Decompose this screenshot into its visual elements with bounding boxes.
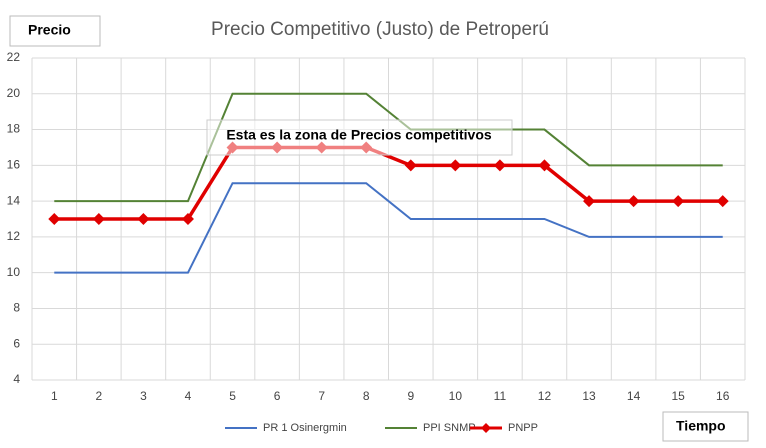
x-tick-label: 5 xyxy=(229,389,236,403)
marker xyxy=(449,159,462,172)
marker xyxy=(538,159,551,172)
marker xyxy=(92,213,105,225)
x-tick-label: 16 xyxy=(716,389,730,403)
marker xyxy=(181,213,194,225)
legend-label: PR 1 Osinergmin xyxy=(263,422,347,434)
y-tick-label: 16 xyxy=(7,158,21,172)
x-tick-label: 1 xyxy=(51,389,58,403)
y-tick-label: 10 xyxy=(7,265,21,279)
x-tick-label: 11 xyxy=(494,389,507,403)
y-tick-label: 12 xyxy=(7,229,21,243)
x-tick-label: 6 xyxy=(274,389,281,403)
x-axis-label: Tiempo xyxy=(676,418,726,434)
marker xyxy=(716,195,729,208)
y-tick-label: 18 xyxy=(7,122,21,136)
x-label-box xyxy=(662,411,749,442)
x-tick-label: 10 xyxy=(449,389,463,403)
legend-marker xyxy=(481,423,491,433)
marker xyxy=(627,195,640,208)
marker xyxy=(672,195,685,208)
x-tick-label: 4 xyxy=(185,389,192,403)
marker xyxy=(583,195,596,208)
y-axis-label: Precio xyxy=(28,22,71,38)
legend-label: PPI SNMP xyxy=(423,422,476,434)
x-tick-label: 9 xyxy=(407,389,414,403)
y-label-box xyxy=(9,15,101,47)
x-tick-label: 14 xyxy=(627,389,641,403)
x-tick-label: 2 xyxy=(96,389,103,403)
marker xyxy=(137,213,150,225)
x-tick-label: 13 xyxy=(582,389,596,403)
marker xyxy=(404,159,417,172)
x-tick-label: 8 xyxy=(363,389,370,403)
y-tick-label: 8 xyxy=(13,301,20,315)
series-line xyxy=(54,145,723,221)
y-tick-label: 6 xyxy=(13,336,20,350)
annotation: Esta es la zona de Precios competitivos xyxy=(226,127,492,143)
y-tick-label: 20 xyxy=(7,86,21,100)
series-line xyxy=(54,92,723,203)
annotation-box xyxy=(206,119,513,156)
y-tick-label: 4 xyxy=(13,372,20,386)
y-tick-label: 14 xyxy=(7,193,21,207)
x-tick-label: 3 xyxy=(140,389,147,403)
x-tick-label: 7 xyxy=(318,389,325,403)
series-line xyxy=(54,182,723,274)
x-tick-label: 15 xyxy=(671,389,685,403)
marker xyxy=(48,213,61,225)
legend-label: PNPP xyxy=(508,422,538,434)
y-tick-label: 22 xyxy=(7,50,21,64)
x-tick-label: 12 xyxy=(538,389,552,403)
marker xyxy=(493,159,506,172)
chart-title: Precio Competitivo (Justo) de Petroperú xyxy=(211,19,549,40)
